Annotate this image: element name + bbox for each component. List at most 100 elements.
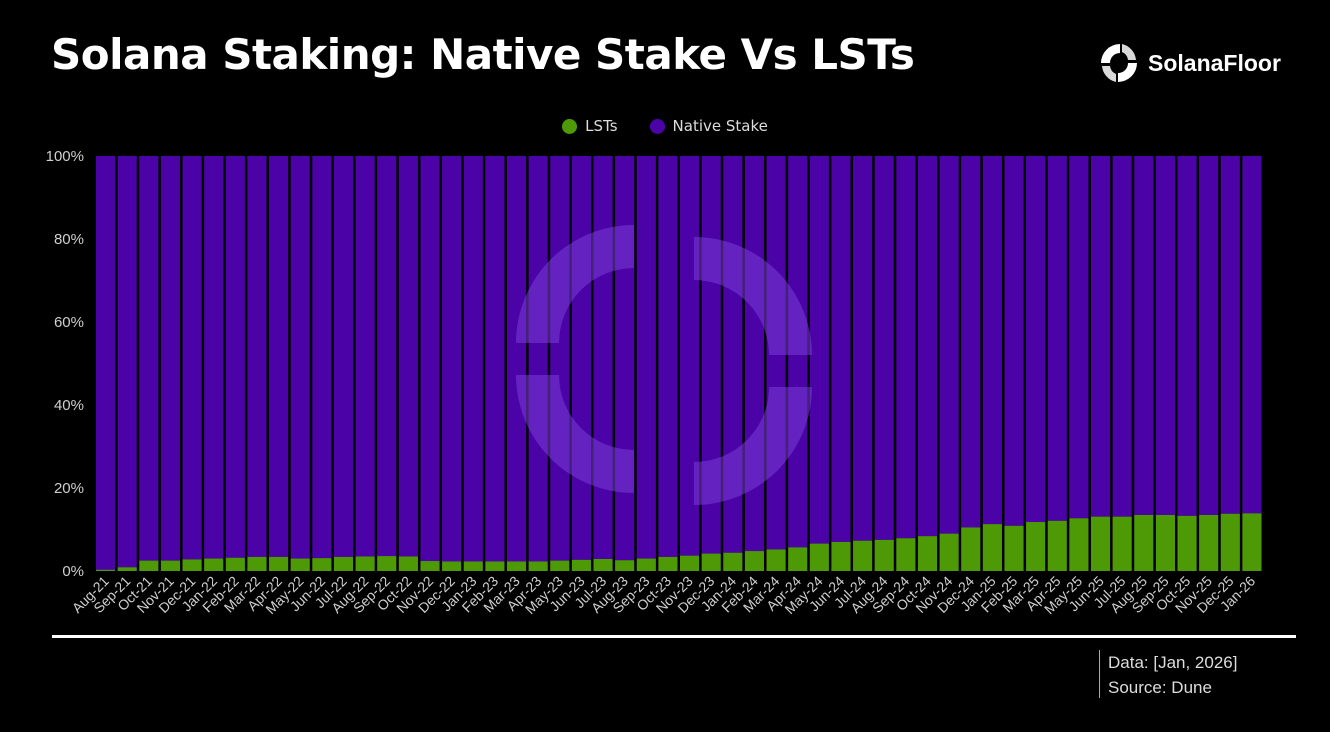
data-date-note: Data: [Jan, 2026]: [1108, 653, 1238, 672]
bar-native-stake-Nov-24: [939, 156, 959, 534]
bar-native-stake-Nov-25: [1199, 156, 1219, 515]
bar-native-stake-Mar-23: [506, 156, 527, 562]
solana-floor-logo-icon: [1101, 44, 1137, 82]
bar-lsts-Apr-24: [788, 547, 808, 571]
bar-native-stake-Sep-23: [636, 156, 656, 559]
bar-lsts-Jul-22: [333, 556, 354, 571]
source-note: Source: Dune: [1108, 678, 1212, 697]
bar-native-stake-Jan-22: [204, 156, 224, 559]
bar-lsts-Nov-22: [420, 561, 440, 571]
legend-label-lsts: LSTs: [585, 117, 618, 135]
bar-native-stake-Oct-25: [1177, 156, 1197, 516]
bar-lsts-May-22: [290, 558, 310, 571]
chart-legend: LSTs Native Stake: [0, 117, 1330, 135]
bar-native-stake-May-22: [290, 156, 310, 559]
bar-lsts-May-23: [550, 560, 570, 571]
bar-native-stake-Feb-23: [485, 156, 505, 562]
bar-native-stake-Jun-24: [831, 156, 851, 542]
y-tick-label: 100%: [46, 148, 84, 165]
bar-native-stake-Dec-22: [442, 156, 462, 562]
watermark-logo-icon: [516, 225, 812, 505]
bar-native-stake-Jul-23: [593, 156, 613, 559]
bar-lsts-Apr-23: [528, 561, 548, 571]
bar-native-stake-Aug-21: [96, 156, 116, 570]
bar-lsts-Nov-24: [939, 533, 959, 571]
bar-native-stake-Jan-26: [1242, 156, 1262, 514]
bar-native-stake-Sep-24: [896, 156, 916, 539]
bar-lsts-Mar-23: [506, 561, 527, 571]
bar-native-stake-Jun-23: [571, 156, 591, 560]
bar-native-stake-Apr-22: [269, 156, 289, 557]
bar-lsts-Feb-24: [744, 551, 765, 571]
y-axis: 0% 20% 40% 60% 80% 100%: [46, 148, 84, 580]
bar-native-stake-Oct-24: [917, 156, 938, 537]
bar-native-stake-Oct-22: [398, 156, 418, 557]
legend-swatch-lsts: [562, 118, 578, 134]
bottom-divider: [52, 635, 1296, 638]
legend-item-lsts[interactable]: LSTs: [562, 117, 618, 135]
bar-native-stake-Feb-25: [1004, 156, 1024, 526]
bar-lsts-Dec-23: [701, 553, 721, 571]
bar-lsts-Dec-21: [182, 559, 202, 571]
bar-lsts-Aug-23: [615, 560, 635, 571]
bar-native-stake-Jan-23: [463, 156, 483, 562]
bars-layer: [96, 156, 1262, 571]
bar-lsts-Aug-25: [1134, 514, 1154, 571]
legend-item-native-stake[interactable]: Native Stake: [649, 117, 768, 135]
bar-native-stake-Feb-22: [225, 156, 245, 558]
bar-lsts-Dec-24: [961, 527, 981, 571]
bar-native-stake-Jun-22: [312, 156, 332, 559]
bar-native-stake-Oct-21: [139, 156, 159, 561]
source-notes: Data: [Jan, 2026] Source: Dune: [1099, 650, 1237, 698]
bar-lsts-Oct-25: [1177, 515, 1197, 571]
bar-lsts-Nov-23: [680, 555, 700, 571]
bar-native-stake-Aug-24: [874, 156, 894, 540]
bar-native-stake-Dec-25: [1220, 156, 1240, 514]
bar-lsts-Sep-22: [377, 556, 397, 571]
y-tick-label: 20%: [54, 480, 84, 497]
bar-lsts-Jun-22: [312, 558, 332, 571]
bar-native-stake-Aug-25: [1134, 156, 1154, 515]
bar-lsts-Nov-21: [160, 560, 181, 571]
bar-lsts-Jan-24: [723, 552, 743, 571]
y-tick-label: 80%: [54, 231, 84, 248]
bar-native-stake-Nov-22: [420, 156, 440, 562]
bar-native-stake-Sep-25: [1155, 156, 1175, 515]
bar-lsts-May-24: [809, 543, 829, 571]
brand-name: SolanaFloor: [1148, 49, 1281, 76]
bar-lsts-Feb-25: [1004, 525, 1024, 571]
bar-native-stake-Mar-22: [247, 156, 267, 557]
bar-native-stake-Oct-23: [658, 156, 678, 557]
bar-native-stake-Mar-25: [1026, 156, 1046, 523]
bar-native-stake-Apr-25: [1047, 156, 1067, 521]
bar-lsts-Sep-21: [117, 567, 137, 571]
bar-native-stake-Jun-25: [1090, 156, 1111, 517]
bar-lsts-Oct-22: [398, 556, 418, 571]
bar-lsts-Jul-25: [1112, 516, 1132, 571]
y-tick-label: 60%: [54, 314, 84, 331]
bar-lsts-Oct-21: [139, 560, 159, 571]
bar-native-stake-Sep-21: [117, 156, 137, 568]
bar-native-stake-Dec-21: [182, 156, 202, 560]
bar-lsts-Jan-23: [463, 561, 483, 571]
bar-native-stake-Nov-21: [160, 156, 181, 561]
bar-native-stake-Aug-23: [615, 156, 635, 561]
bar-lsts-Feb-22: [225, 557, 245, 571]
brand: SolanaFloor: [1098, 38, 1281, 88]
y-tick-label: 40%: [54, 397, 84, 414]
bar-lsts-Apr-22: [269, 556, 289, 571]
bar-lsts-Mar-25: [1026, 522, 1046, 571]
bar-lsts-Mar-24: [766, 549, 786, 571]
x-axis: Aug-21Sep-21Oct-21Nov-21Dec-21Jan-22Feb-…: [69, 573, 1259, 617]
bar-native-stake-Jul-25: [1112, 156, 1132, 517]
bar-native-stake-May-25: [1069, 156, 1089, 519]
bar-lsts-Sep-24: [896, 538, 916, 571]
legend-label-native-stake: Native Stake: [672, 117, 768, 135]
bar-lsts-Aug-22: [355, 556, 375, 571]
bar-native-stake-May-24: [809, 156, 829, 544]
bar-lsts-Jun-24: [831, 541, 851, 571]
bar-lsts-May-25: [1069, 518, 1089, 571]
y-tick-label: 0%: [62, 563, 84, 580]
bar-native-stake-Jul-24: [853, 156, 873, 541]
bar-lsts-Aug-24: [874, 539, 894, 571]
